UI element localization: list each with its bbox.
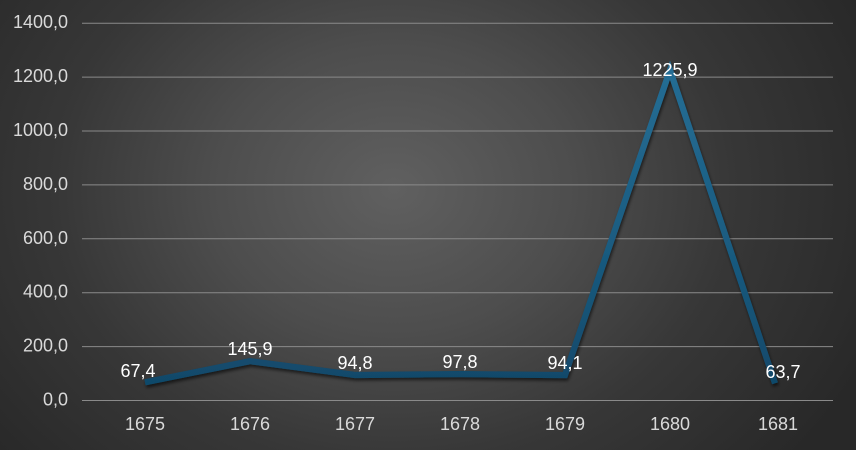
svg-text:1225,9: 1225,9 bbox=[642, 60, 697, 80]
svg-text:1681: 1681 bbox=[758, 414, 798, 434]
svg-text:1676: 1676 bbox=[230, 414, 270, 434]
svg-text:1400,0: 1400,0 bbox=[13, 12, 68, 32]
svg-text:94,8: 94,8 bbox=[337, 353, 372, 373]
svg-text:67,4: 67,4 bbox=[120, 361, 155, 381]
svg-text:1000,0: 1000,0 bbox=[13, 120, 68, 140]
svg-text:1679: 1679 bbox=[545, 414, 585, 434]
svg-text:0,0: 0,0 bbox=[43, 390, 68, 410]
svg-text:1677: 1677 bbox=[335, 414, 375, 434]
svg-text:1680: 1680 bbox=[650, 414, 690, 434]
svg-text:145,9: 145,9 bbox=[227, 339, 272, 359]
svg-text:400,0: 400,0 bbox=[23, 282, 68, 302]
svg-text:1675: 1675 bbox=[125, 414, 165, 434]
svg-text:97,8: 97,8 bbox=[442, 352, 477, 372]
svg-text:1678: 1678 bbox=[440, 414, 480, 434]
svg-text:200,0: 200,0 bbox=[23, 336, 68, 356]
svg-text:1200,0: 1200,0 bbox=[13, 66, 68, 86]
svg-text:800,0: 800,0 bbox=[23, 174, 68, 194]
svg-text:94,1: 94,1 bbox=[547, 353, 582, 373]
svg-text:600,0: 600,0 bbox=[23, 228, 68, 248]
svg-text:63,7: 63,7 bbox=[765, 362, 800, 382]
